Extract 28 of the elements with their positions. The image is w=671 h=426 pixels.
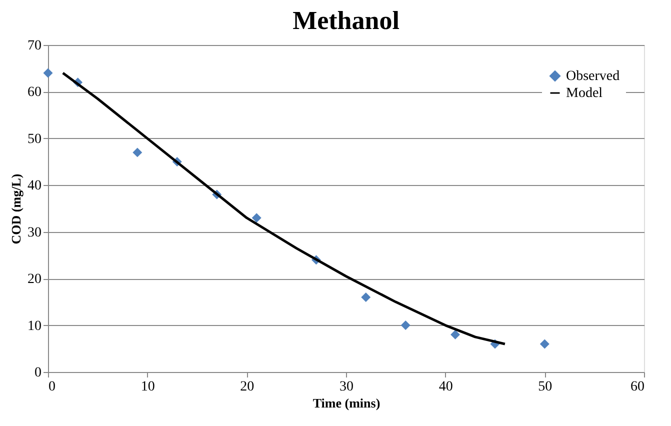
point (43, 68, 53, 78)
point (540, 339, 550, 349)
x-axis-title: Time (mins) (312, 396, 380, 410)
y-tick-label: 30 (28, 225, 42, 240)
chart-title: Methanol (292, 6, 400, 35)
point (132, 148, 142, 158)
x-tick-label: 60 (630, 380, 644, 394)
y-tick-label: 70 (28, 38, 42, 54)
y-tick-label: 50 (28, 132, 42, 147)
x-tick-label: 50 (538, 380, 552, 394)
y-tick-label: 10 (28, 318, 42, 334)
point (400, 320, 410, 330)
legend-label: Model (566, 86, 603, 101)
y-tick-label: 40 (28, 178, 42, 194)
x-tick-label: 20 (240, 380, 254, 394)
y-axis-title: COD (mg/L) (8, 174, 24, 244)
line-series (62, 72, 506, 346)
point (450, 330, 460, 340)
legend-label: Observed (566, 69, 620, 84)
x-tick-label: 30 (340, 380, 354, 394)
y-tick-label: 60 (28, 85, 42, 100)
x-tick-label: 10 (140, 380, 155, 394)
point (361, 292, 371, 302)
x-tick-label: 40 (438, 380, 453, 394)
y-tick-label: 20 (28, 272, 42, 288)
x-tick-label: 0 (48, 380, 56, 394)
y-tick-label: 0 (34, 366, 42, 380)
point (252, 213, 262, 223)
